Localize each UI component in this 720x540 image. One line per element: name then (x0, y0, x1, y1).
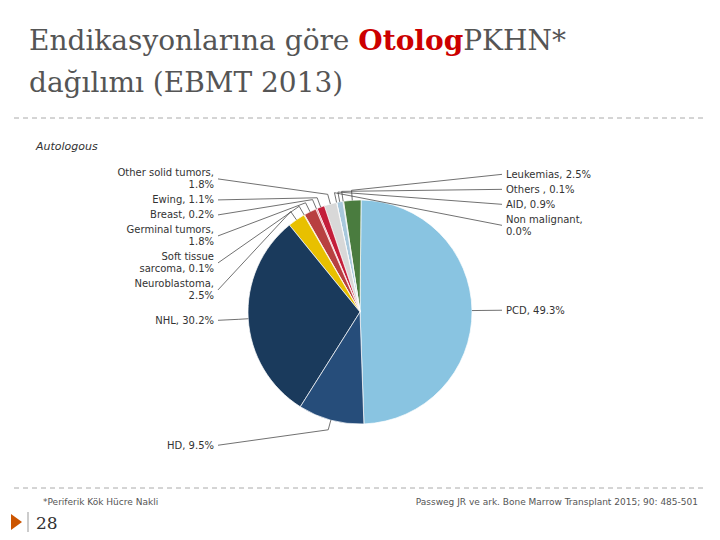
slice-label: HD, 9.5% (167, 440, 214, 451)
slice-label-line: sarcoma, 0.1% (140, 263, 214, 274)
leader-line (218, 212, 296, 290)
leader-line (342, 189, 502, 201)
leader-line (218, 198, 321, 207)
slice-label-line: Neuroblastoma, (134, 278, 214, 289)
slice-label-line: 1.8% (189, 179, 214, 190)
slice-label: Germinal tumors,1.8% (127, 224, 214, 247)
title-part: Endikasyonlarına göre (29, 24, 358, 57)
slice-label-line: Other solid tumors, (117, 167, 214, 178)
leader-line (218, 420, 331, 445)
slice-label: Leukemias, 2.5% (506, 169, 591, 180)
slice-label-line: Breast, 0.2% (150, 209, 214, 220)
leader-line (218, 200, 316, 215)
chart: Endikasyonlarına göre OtologPKHN* dağılım… (0, 0, 720, 540)
footnote: *Periferik Kök Hücre Nakli (43, 497, 158, 507)
slice (300, 312, 364, 424)
slide-marker (11, 514, 22, 530)
slice-label-line: Leukemias, 2.5% (506, 169, 591, 180)
pie (248, 200, 472, 424)
slice-label: Others , 0.1% (506, 184, 575, 195)
leader-line (334, 193, 502, 226)
leader-line (352, 174, 502, 200)
separator (14, 118, 706, 119)
slice-label: Soft tissuesarcoma, 0.1% (140, 251, 214, 274)
leader-line (218, 179, 330, 204)
slice-label: Neuroblastoma,2.5% (134, 278, 214, 301)
leader-line (218, 319, 248, 321)
slice-label-line: PCD, 49.3% (506, 305, 565, 316)
slice-label-line: HD, 9.5% (167, 440, 214, 451)
slice-label-line: 1.8% (189, 236, 214, 247)
slice (360, 200, 472, 424)
slice-label: AID, 0.9% (506, 199, 555, 210)
title-part: PKHN* (463, 24, 566, 57)
labels: PCD, 49.3% Leukemias, 2.5% Others , 0.1% AI… (117, 167, 591, 450)
slide-divider (28, 512, 29, 532)
slice-label: PCD, 49.3% (506, 305, 565, 316)
slice-label: Breast, 0.2% (150, 209, 214, 220)
slice-label-line: 2.5% (189, 290, 214, 301)
leader-line (218, 206, 304, 263)
title-part: Otolog (358, 24, 463, 57)
slice-label: Other solid tumors,1.8% (117, 167, 214, 190)
separator (14, 488, 706, 489)
leader-line (472, 310, 502, 311)
slice-label-line: AID, 0.9% (506, 199, 555, 210)
slice-label-line: 0.0% (506, 226, 531, 237)
slice-label: Non malignant,0.0% (506, 214, 583, 237)
subtitle: dağılımı (EBMT 2013) (29, 66, 343, 99)
footnote: Passweg JR ve ark. Bone Marrow Transplan… (416, 497, 698, 507)
slice-label-line: Ewing, 1.1% (152, 194, 214, 205)
slice-label-line: NHL, 30.2% (155, 315, 214, 326)
slice-label: Ewing, 1.1% (152, 194, 214, 205)
slice-label-line: Germinal tumors, (127, 224, 214, 235)
slice-label-line: Non malignant, (506, 214, 583, 225)
slide-number: 28 (36, 513, 58, 533)
chart-label: Autologous (35, 140, 98, 153)
slice-label-line: Soft tissue (161, 251, 214, 262)
slice-label: NHL, 30.2% (155, 315, 214, 326)
slice-label-line: Others , 0.1% (506, 184, 575, 195)
title: Endikasyonlarına göre OtologPKHN* (29, 24, 566, 57)
